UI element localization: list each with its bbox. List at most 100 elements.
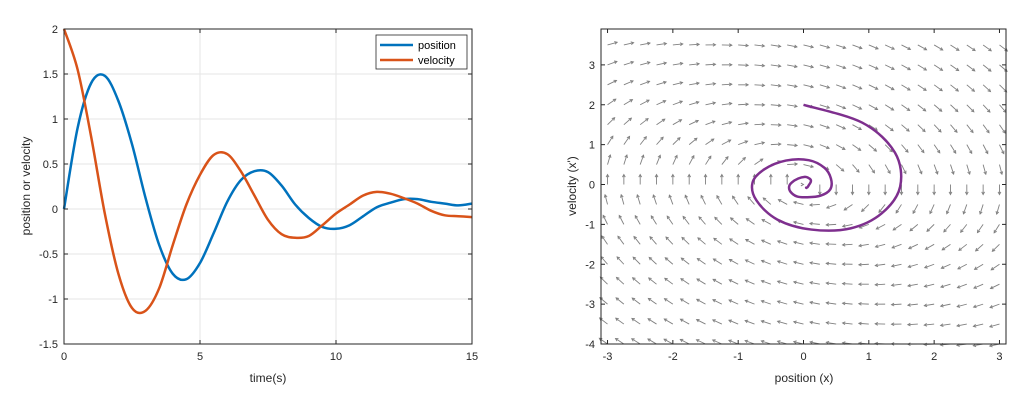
- field-arrow: [672, 154, 678, 165]
- field-arrow: [631, 317, 641, 325]
- field-arrow: [721, 82, 733, 87]
- y-tick-label: -1.5: [39, 339, 58, 351]
- field-arrow: [721, 62, 733, 67]
- y-tick-label: -0.5: [39, 249, 58, 261]
- field-arrow: [923, 303, 935, 308]
- field-arrow: [834, 184, 838, 196]
- field-arrow: [982, 164, 987, 176]
- field-arrow: [770, 103, 782, 108]
- field-arrow: [656, 136, 664, 145]
- field-arrow: [700, 194, 706, 205]
- field-arrow: [792, 300, 804, 305]
- series-line-velocity: [62, 28, 473, 315]
- field-arrow: [614, 337, 625, 345]
- legend-box: [375, 34, 468, 70]
- field-arrow: [744, 319, 755, 325]
- field-arrow: [850, 184, 855, 196]
- field-arrow: [665, 236, 674, 245]
- field-arrow: [988, 323, 1000, 328]
- field-arrow: [945, 204, 951, 215]
- field-arrow: [901, 84, 911, 91]
- phase-trajectory: [750, 103, 903, 232]
- field-arrow: [770, 64, 782, 68]
- field-arrow: [972, 303, 984, 309]
- field-arrow: [926, 224, 935, 233]
- field-arrow: [672, 61, 684, 66]
- field-arrow: [630, 338, 641, 345]
- field-arrow: [792, 260, 804, 265]
- right-y-axis-label: velocity (x'): [565, 156, 579, 216]
- field-arrow: [933, 84, 943, 92]
- field-arrow: [705, 120, 716, 126]
- y-tick-label: -3: [585, 299, 595, 311]
- field-arrow: [841, 281, 853, 286]
- field-arrow: [923, 263, 935, 269]
- field-arrow: [787, 44, 798, 49]
- field-arrow: [852, 44, 863, 50]
- field-arrow: [672, 42, 684, 46]
- left-grid: [63, 28, 473, 345]
- field-arrow: [754, 63, 766, 68]
- field-arrow: [705, 101, 717, 106]
- field-arrow: [803, 64, 815, 69]
- field-arrow: [892, 224, 902, 231]
- field-arrow: [874, 282, 886, 287]
- field-arrow: [607, 117, 616, 126]
- field-arrow: [917, 44, 928, 51]
- field-arrow: [915, 184, 920, 196]
- field-arrow: [688, 154, 695, 165]
- field-arrow: [940, 263, 951, 269]
- field-arrow: [672, 136, 681, 145]
- field-arrow: [950, 104, 959, 113]
- field-arrow: [761, 219, 772, 225]
- field-arrow: [607, 154, 612, 165]
- field-arrow: [884, 64, 895, 70]
- field-arrow: [728, 299, 739, 305]
- field-arrow: [973, 263, 984, 270]
- field-arrow: [647, 338, 657, 345]
- field-arrow: [874, 263, 886, 268]
- field-arrow: [615, 276, 625, 285]
- field-arrow: [835, 164, 845, 172]
- field-arrow: [995, 204, 1000, 215]
- field-arrow: [688, 119, 700, 126]
- field-arrow: [964, 184, 969, 196]
- field-arrow: [623, 135, 631, 145]
- field-arrow: [950, 44, 960, 51]
- field-arrow: [601, 235, 608, 245]
- y-tick-label: 1: [589, 140, 595, 152]
- field-arrow: [671, 173, 675, 185]
- field-arrow: [890, 283, 902, 287]
- field-arrow: [874, 243, 886, 249]
- field-arrow: [738, 63, 750, 68]
- field-arrow: [907, 263, 918, 269]
- field-arrow: [933, 124, 942, 133]
- field-arrow: [688, 137, 698, 145]
- field-arrow: [825, 301, 837, 305]
- field-arrow: [754, 103, 766, 107]
- field-arrow: [770, 142, 782, 147]
- left-x-axis-label: time(s): [250, 371, 287, 385]
- field-arrow: [623, 80, 634, 86]
- field-arrow: [836, 84, 847, 90]
- field-arrow: [695, 298, 706, 305]
- field-arrow: [976, 224, 984, 234]
- field-arrow: [808, 221, 820, 226]
- field-arrow: [656, 154, 662, 165]
- y-tick-label: 2: [52, 24, 58, 36]
- field-arrow: [901, 164, 907, 175]
- field-arrow: [744, 239, 755, 245]
- field-arrow: [809, 300, 820, 305]
- field-arrow: [728, 258, 739, 265]
- field-arrow: [966, 64, 976, 72]
- field-arrow: [966, 84, 976, 92]
- field-arrow: [792, 280, 804, 285]
- field-arrow: [906, 303, 918, 307]
- legend-label-position: position: [418, 40, 456, 52]
- field-arrow: [639, 118, 649, 126]
- field-arrow: [841, 262, 853, 266]
- field-arrow: [999, 164, 1004, 176]
- right-series-group: [750, 103, 903, 232]
- field-arrow: [770, 123, 782, 127]
